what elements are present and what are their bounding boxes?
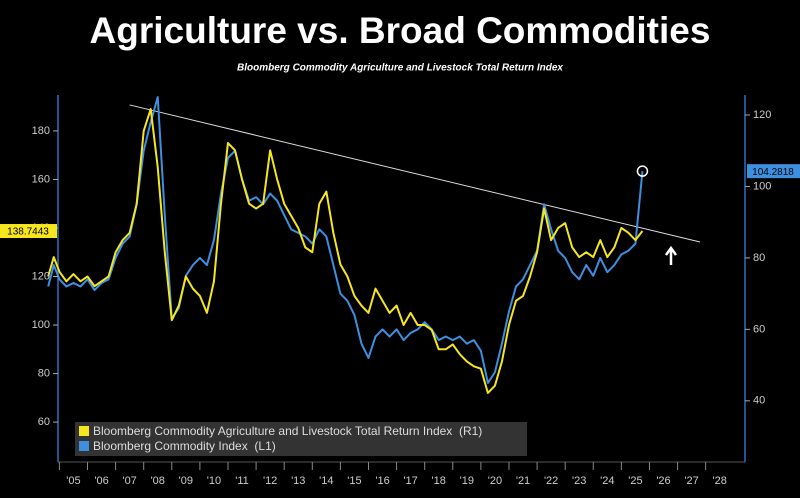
x-tick-label: '25 bbox=[628, 475, 642, 487]
y2-tick-label: 40 bbox=[753, 395, 765, 407]
x-tick-label: '11 bbox=[235, 475, 249, 487]
x-tick-label: '24 bbox=[600, 475, 614, 487]
y-tick-label: 120 bbox=[32, 270, 50, 282]
legend-label: Bloomberg Commodity Agriculture and Live… bbox=[93, 424, 482, 438]
legend-swatch bbox=[79, 441, 89, 451]
x-tick-label: '09 bbox=[179, 475, 193, 487]
legend-label: Bloomberg Commodity Index (L1) bbox=[93, 439, 276, 453]
series-line bbox=[47, 108, 644, 394]
arrow bbox=[664, 245, 678, 265]
x-tick-label: '27 bbox=[684, 475, 698, 487]
x-tick-label: '18 bbox=[432, 475, 446, 487]
legend bbox=[75, 422, 527, 456]
last-value-label: 138.7443 bbox=[7, 227, 49, 238]
highlight-circle bbox=[636, 165, 649, 177]
x-tick-label: '12 bbox=[263, 475, 277, 487]
last-value-box bbox=[0, 224, 57, 239]
y-tick-label: 160 bbox=[32, 173, 50, 185]
y-tick-label: 100 bbox=[32, 319, 50, 331]
x-tick-label: '23 bbox=[572, 475, 586, 487]
y-tick-label: 180 bbox=[32, 125, 50, 137]
x-tick-label: '13 bbox=[291, 475, 305, 487]
x-tick-label: '15 bbox=[347, 475, 361, 487]
x-tick-label: '17 bbox=[403, 475, 417, 487]
x-tick-label: '08 bbox=[151, 475, 165, 487]
last-value-box bbox=[747, 164, 800, 179]
plot-area bbox=[47, 96, 701, 394]
x-tick-label: '19 bbox=[460, 475, 474, 487]
legend-swatch bbox=[79, 426, 89, 436]
y2-tick-label: 120 bbox=[753, 109, 771, 121]
x-tick-label: '20 bbox=[488, 475, 502, 487]
chart-subtitle: Bloomberg Commodity Agriculture and Live… bbox=[237, 63, 563, 74]
y2-tick-label: 80 bbox=[753, 252, 765, 264]
last-value-label: 104.2818 bbox=[752, 167, 794, 178]
trendline bbox=[129, 104, 701, 243]
x-tick-label: '28 bbox=[713, 475, 727, 487]
x-tick-label: '10 bbox=[207, 475, 221, 487]
chart-title: Agriculture vs. Broad Commodities bbox=[90, 10, 711, 51]
x-tick-label: '07 bbox=[122, 475, 136, 487]
x-tick-label: '16 bbox=[375, 475, 389, 487]
x-tick-label: '22 bbox=[544, 475, 558, 487]
y-tick-label: 60 bbox=[38, 416, 50, 428]
x-tick-label: '14 bbox=[319, 475, 333, 487]
x-tick-label: '21 bbox=[516, 475, 530, 487]
y2-tick-label: 60 bbox=[753, 323, 765, 335]
x-tick-label: '06 bbox=[94, 475, 108, 487]
x-tick-label: '26 bbox=[656, 475, 670, 487]
x-tick-label: '05 bbox=[66, 475, 80, 487]
y-tick-label: 80 bbox=[38, 367, 50, 379]
y2-tick-label: 100 bbox=[753, 180, 771, 192]
